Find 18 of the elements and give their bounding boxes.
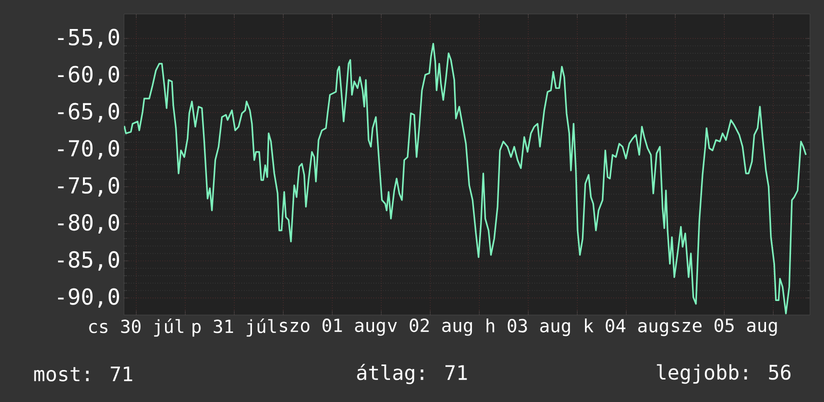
y-tick-label: -70,0 [58, 140, 120, 160]
y-tick-label: -85,0 [58, 251, 120, 271]
y-tick-label: -90,0 [58, 288, 120, 308]
y-tick-label: -75,0 [58, 177, 120, 196]
x-tick-label: k 04 aug [584, 318, 668, 336]
x-tick-label: v 02 aug [388, 318, 472, 336]
y-tick-label: -65,0 [58, 102, 120, 122]
y-tick-label: -60,0 [58, 66, 120, 86]
text: most: 71 [34, 366, 132, 382]
x-tick-label: szo 01 aug [280, 318, 385, 336]
y-tick-label: -55,0 [58, 28, 120, 48]
x-tick-label: sze 05 aug [672, 318, 777, 336]
text: legjobb: 56 [656, 364, 790, 384]
x-tick-label: p 31 júl [192, 318, 276, 337]
x-tick-label: h 03 aug [486, 318, 570, 336]
text: átlag: 71 [357, 364, 467, 384]
x-tick-label: cs 30 júl [89, 318, 184, 337]
y-tick-label: -80,0 [58, 214, 120, 234]
